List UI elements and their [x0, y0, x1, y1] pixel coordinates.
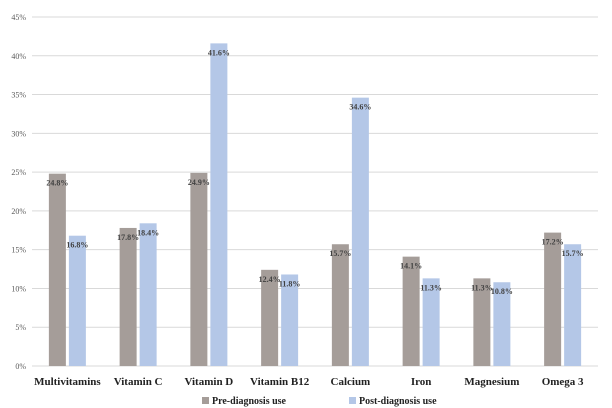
bar [68, 235, 86, 366]
bar [402, 256, 420, 366]
bar [119, 227, 137, 366]
data-label: 18.4% [137, 228, 159, 237]
y-axis: 0% 5% 10% 15% 20% 25% 30% 35% 40% 45% [11, 13, 26, 371]
y-tick-label: 35% [11, 91, 26, 100]
x-tick-label: Iron [411, 376, 432, 388]
x-tick-label: Vitamin D [184, 376, 233, 388]
data-label: 24.8% [46, 179, 68, 188]
y-tick-label: 30% [11, 129, 26, 138]
data-label: 17.2% [542, 238, 564, 247]
data-label: 14.1% [400, 262, 422, 271]
bar [48, 173, 66, 366]
y-tick-label: 10% [11, 284, 26, 293]
data-label: 17.8% [117, 233, 139, 242]
x-tick-label: Magnesium [464, 376, 519, 388]
x-axis: Multivitamins Vitamin C Vitamin D Vitamin B… [34, 376, 584, 388]
data-label: 15.7% [329, 249, 351, 258]
bar [139, 223, 157, 366]
data-label: 11.3% [471, 283, 493, 292]
data-label: 12.4% [259, 275, 281, 284]
bar [493, 282, 511, 366]
bar [473, 278, 491, 366]
y-tick-label: 20% [11, 207, 26, 216]
x-tick-label: Vitamin C [114, 376, 163, 388]
legend-label: Post-diagnosis use [359, 396, 437, 407]
x-tick-label: Vitamin B12 [250, 376, 310, 388]
bar [210, 43, 228, 366]
data-label: 24.9% [188, 178, 210, 187]
x-tick-label: Calcium [331, 376, 371, 388]
legend: Pre-diagnosis use Post-diagnosis use [202, 396, 437, 407]
bar [564, 244, 582, 366]
y-tick-label: 0% [15, 362, 26, 371]
bar [261, 269, 279, 366]
y-tick-label: 25% [11, 168, 26, 177]
y-tick-label: 5% [15, 323, 26, 332]
bar [190, 172, 208, 366]
bar [544, 232, 562, 366]
gridlines [32, 16, 598, 367]
legend-swatch [202, 397, 209, 404]
bars [48, 43, 582, 366]
y-tick-label: 15% [11, 246, 26, 255]
bar [281, 274, 299, 366]
legend-label: Pre-diagnosis use [212, 396, 287, 407]
data-label: 11.8% [279, 279, 301, 288]
x-tick-label: Omega 3 [542, 376, 584, 388]
data-label: 11.3% [420, 283, 442, 292]
y-tick-label: 40% [11, 52, 26, 61]
x-tick-label: Multivitamins [34, 376, 101, 388]
bar [351, 97, 369, 366]
bar [422, 278, 440, 366]
y-tick-label: 45% [11, 13, 26, 22]
data-label: 10.8% [491, 287, 513, 296]
bar [331, 244, 349, 366]
data-label: 15.7% [562, 249, 584, 258]
data-label: 34.6% [349, 103, 371, 112]
legend-swatch [349, 397, 356, 404]
data-label: 41.6% [208, 48, 230, 57]
data-label: 16.8% [66, 241, 88, 250]
data-labels: 24.8% 16.8% 17.8%18.4% 24.9% 41.6% 12.4%11.8%… [46, 48, 583, 296]
